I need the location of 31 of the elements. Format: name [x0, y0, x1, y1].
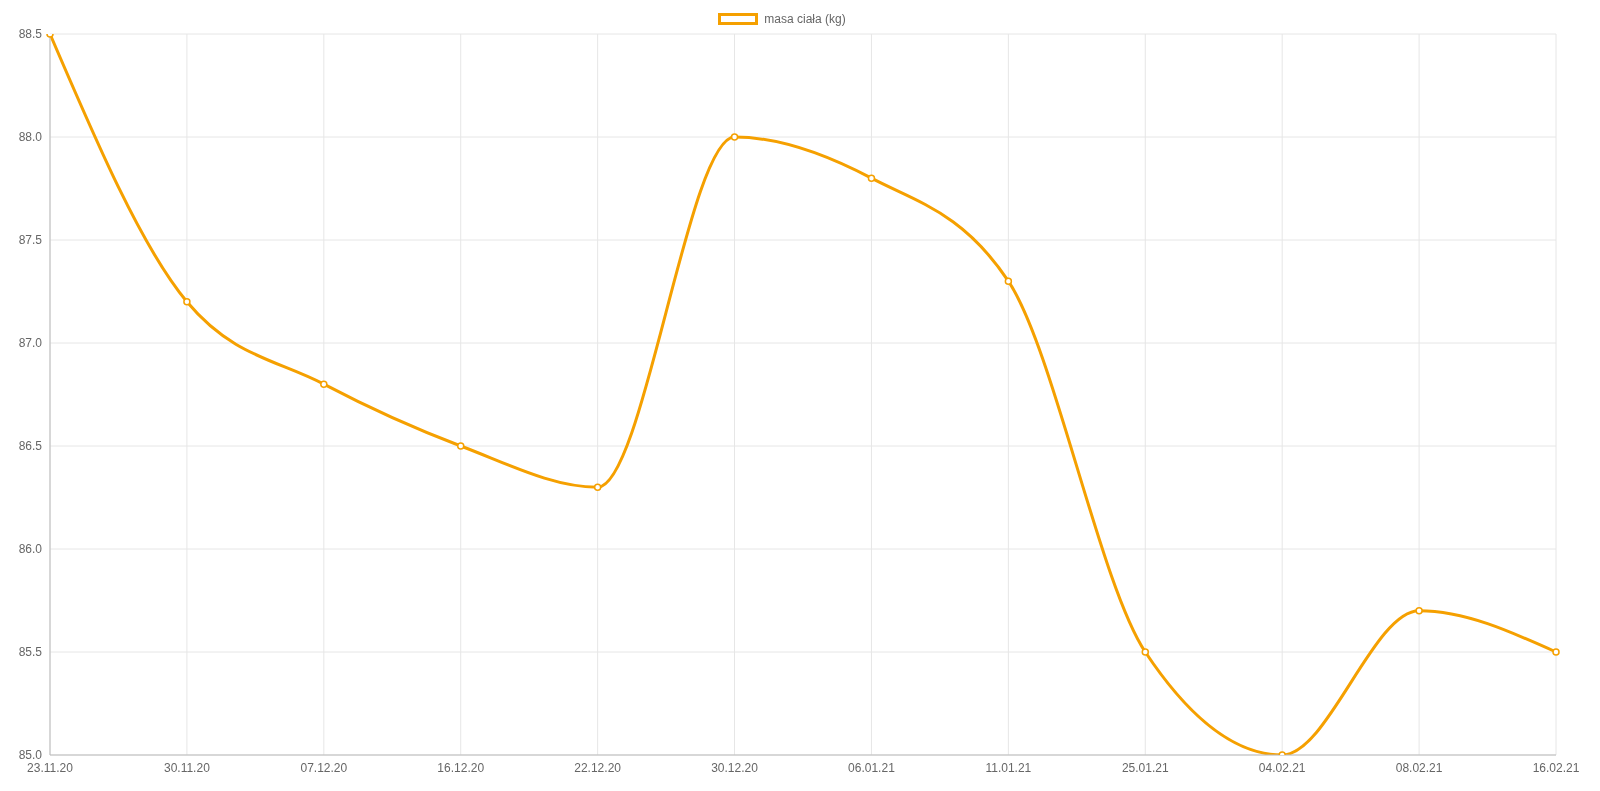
- point: [320, 380, 328, 388]
- point: [867, 174, 876, 182]
- x-tick-label: 11.01.21: [985, 760, 1032, 775]
- x-tick-label: 06.01.21: [848, 760, 896, 775]
- x-tick-label: 22.12.20: [574, 760, 622, 775]
- point: [183, 298, 191, 306]
- legend-label: masa ciała (kg): [764, 12, 846, 26]
- y-tick-label: 86.5: [18, 439, 43, 454]
- y-tick-label: 86.0: [18, 542, 43, 557]
- point: [1004, 277, 1013, 285]
- x-tick-label: 23.11.20: [27, 760, 74, 775]
- x-tick-label: 04.02.21: [1258, 760, 1306, 775]
- y-tick-label: 88.0: [18, 130, 43, 145]
- x-tick-label: 16.12.20: [437, 760, 485, 775]
- point: [456, 442, 465, 450]
- y-tick-label: 87.0: [18, 336, 43, 351]
- x-tick-label: 07.12.20: [300, 760, 348, 775]
- y-tick-label: 88.5: [18, 27, 43, 42]
- x-tick-label: 30.12.20: [711, 760, 759, 775]
- y-tick-label: 87.5: [18, 233, 43, 248]
- point: [1415, 607, 1423, 615]
- point: [1552, 648, 1560, 656]
- point: [1141, 648, 1150, 656]
- x-tick-label: 16.02.21: [1532, 760, 1580, 775]
- y-tick-label: 85.0: [18, 748, 43, 763]
- x-tick-label: 30.11.20: [164, 760, 211, 775]
- point: [730, 133, 739, 141]
- x-tick-label: 08.02.21: [1395, 760, 1443, 775]
- x-tick-label: 25.01.21: [1121, 760, 1169, 775]
- y-tick-label: 85.5: [18, 645, 43, 660]
- point: [593, 483, 602, 491]
